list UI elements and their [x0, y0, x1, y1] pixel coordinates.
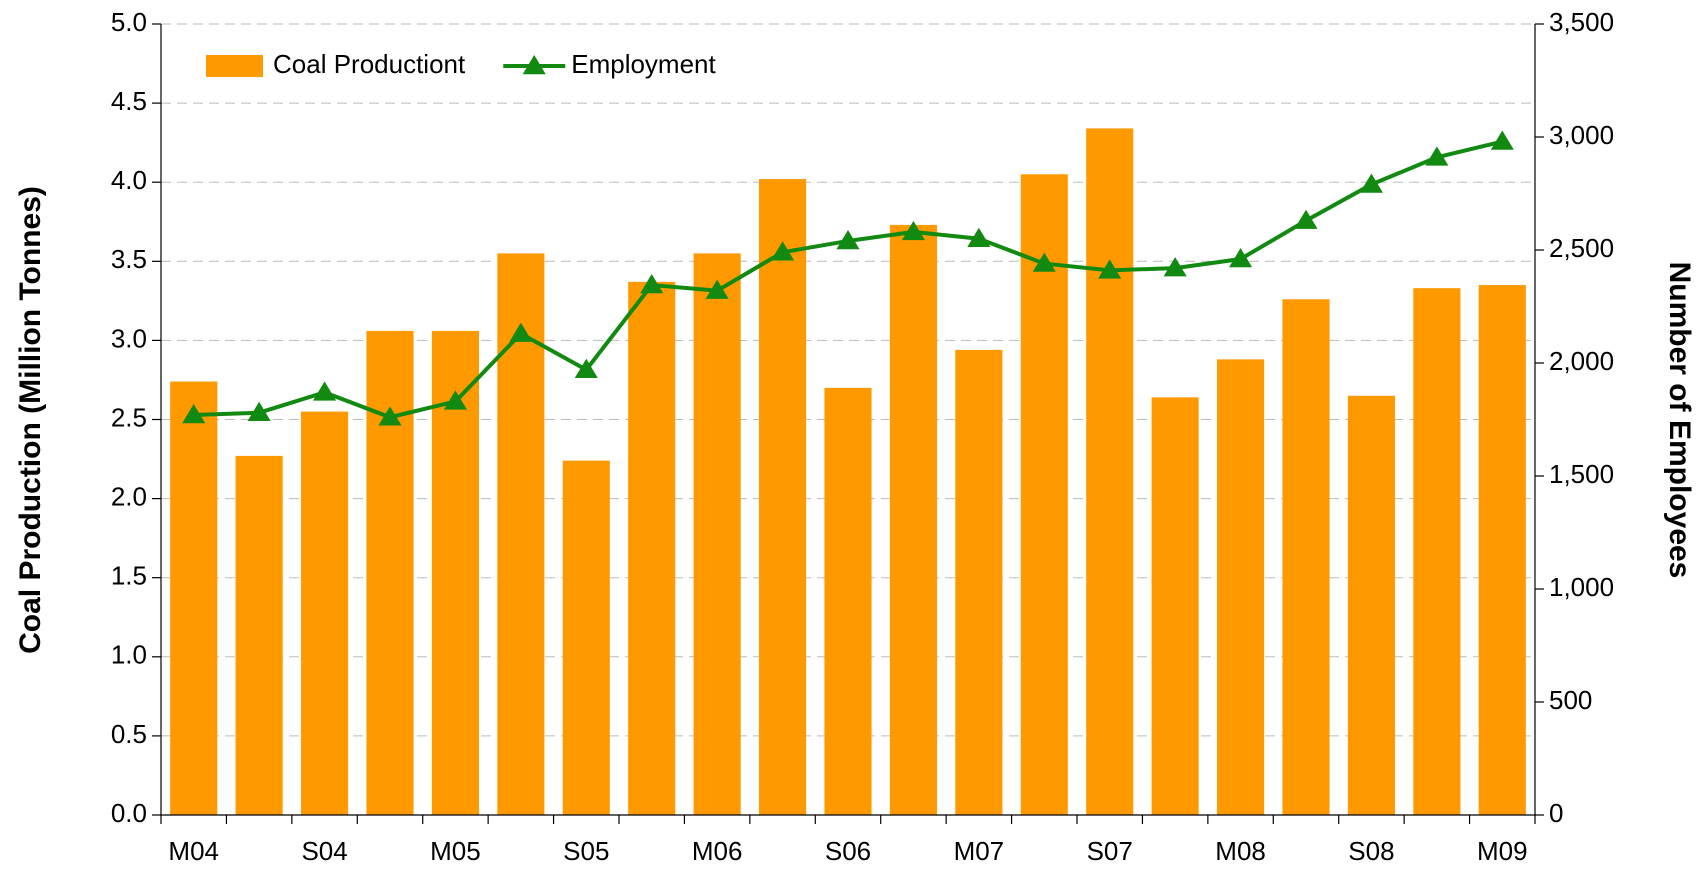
y-tick-label: 2.5 — [111, 402, 147, 432]
bar — [693, 253, 741, 815]
bar — [1151, 397, 1199, 815]
line-marker — [1490, 130, 1514, 150]
bar — [1347, 395, 1395, 815]
x-tick-label: M08 — [1215, 836, 1266, 866]
y-tick-label: 1.0 — [111, 640, 147, 670]
bar — [1413, 288, 1461, 816]
line-marker — [967, 227, 991, 247]
bar — [497, 253, 545, 815]
y2-tick-label: 1,500 — [1549, 459, 1614, 489]
line-marker — [182, 403, 206, 424]
line-marker — [640, 274, 664, 294]
line-marker — [1032, 252, 1056, 272]
line-marker — [247, 401, 271, 421]
y-tick-label: 4.5 — [111, 86, 147, 116]
bar — [1282, 299, 1330, 815]
x-tick-label: S08 — [1348, 836, 1394, 866]
bar — [1020, 174, 1068, 816]
bar — [824, 387, 872, 815]
y-tick-label: 5.0 — [111, 7, 147, 37]
line-marker — [1294, 209, 1318, 229]
legend-swatch — [206, 55, 263, 77]
y2-tick-label: 2,000 — [1549, 346, 1614, 376]
y-tick-label: 0.0 — [111, 798, 147, 828]
x-tick-label: M09 — [1477, 836, 1528, 866]
bar — [889, 224, 937, 815]
bar — [170, 381, 218, 815]
bar — [431, 330, 479, 815]
bar — [1086, 128, 1134, 816]
y-axis-title: Coal Production (Million Tonnes) — [14, 186, 47, 654]
bar — [235, 455, 283, 815]
y2-tick-label: 500 — [1549, 685, 1592, 715]
legend-label: Employment — [571, 49, 716, 79]
bar — [562, 460, 610, 815]
line-marker — [378, 406, 402, 426]
line-marker — [1163, 257, 1187, 277]
bar — [1217, 359, 1265, 815]
y-tick-label: 3.0 — [111, 323, 147, 353]
line-marker — [443, 390, 467, 410]
y2-axis-title: Number of Employees — [1663, 262, 1696, 579]
y2-tick-label: 3,000 — [1549, 120, 1614, 150]
line-marker — [771, 241, 795, 261]
bar — [955, 349, 1003, 815]
bar — [759, 179, 807, 815]
x-tick-label: M04 — [168, 836, 219, 866]
line-marker — [1425, 146, 1449, 166]
y-tick-label: 2.0 — [111, 481, 147, 511]
line-marker — [313, 381, 337, 401]
x-tick-label: M05 — [430, 836, 481, 866]
y-tick-label: 4.0 — [111, 165, 147, 195]
line-marker — [705, 279, 729, 299]
bar — [366, 330, 414, 815]
y2-tick-label: 1,000 — [1549, 572, 1614, 602]
y2-tick-label: 0 — [1549, 798, 1563, 828]
bar — [1478, 285, 1526, 815]
x-tick-label: S07 — [1087, 836, 1133, 866]
bar — [628, 281, 676, 816]
line-marker — [509, 322, 533, 342]
legend-swatch — [522, 55, 546, 75]
y2-tick-label: 3,500 — [1549, 7, 1614, 37]
y-tick-label: 1.5 — [111, 561, 147, 591]
x-tick-label: S05 — [563, 836, 609, 866]
x-tick-label: S04 — [301, 836, 347, 866]
y-tick-label: 0.5 — [111, 719, 147, 749]
legend-label: Coal Productiont — [273, 49, 466, 79]
line-marker — [574, 358, 598, 379]
x-tick-label: M07 — [954, 836, 1005, 866]
line-marker — [901, 220, 925, 241]
y2-tick-label: 2,500 — [1549, 233, 1614, 263]
line-marker — [1229, 248, 1253, 268]
x-tick-label: S06 — [825, 836, 871, 866]
line-marker — [836, 229, 860, 250]
line-marker — [1098, 259, 1122, 279]
bar — [301, 411, 349, 815]
x-tick-label: M06 — [692, 836, 743, 866]
y-tick-label: 3.5 — [111, 244, 147, 274]
line-marker — [1359, 173, 1383, 193]
